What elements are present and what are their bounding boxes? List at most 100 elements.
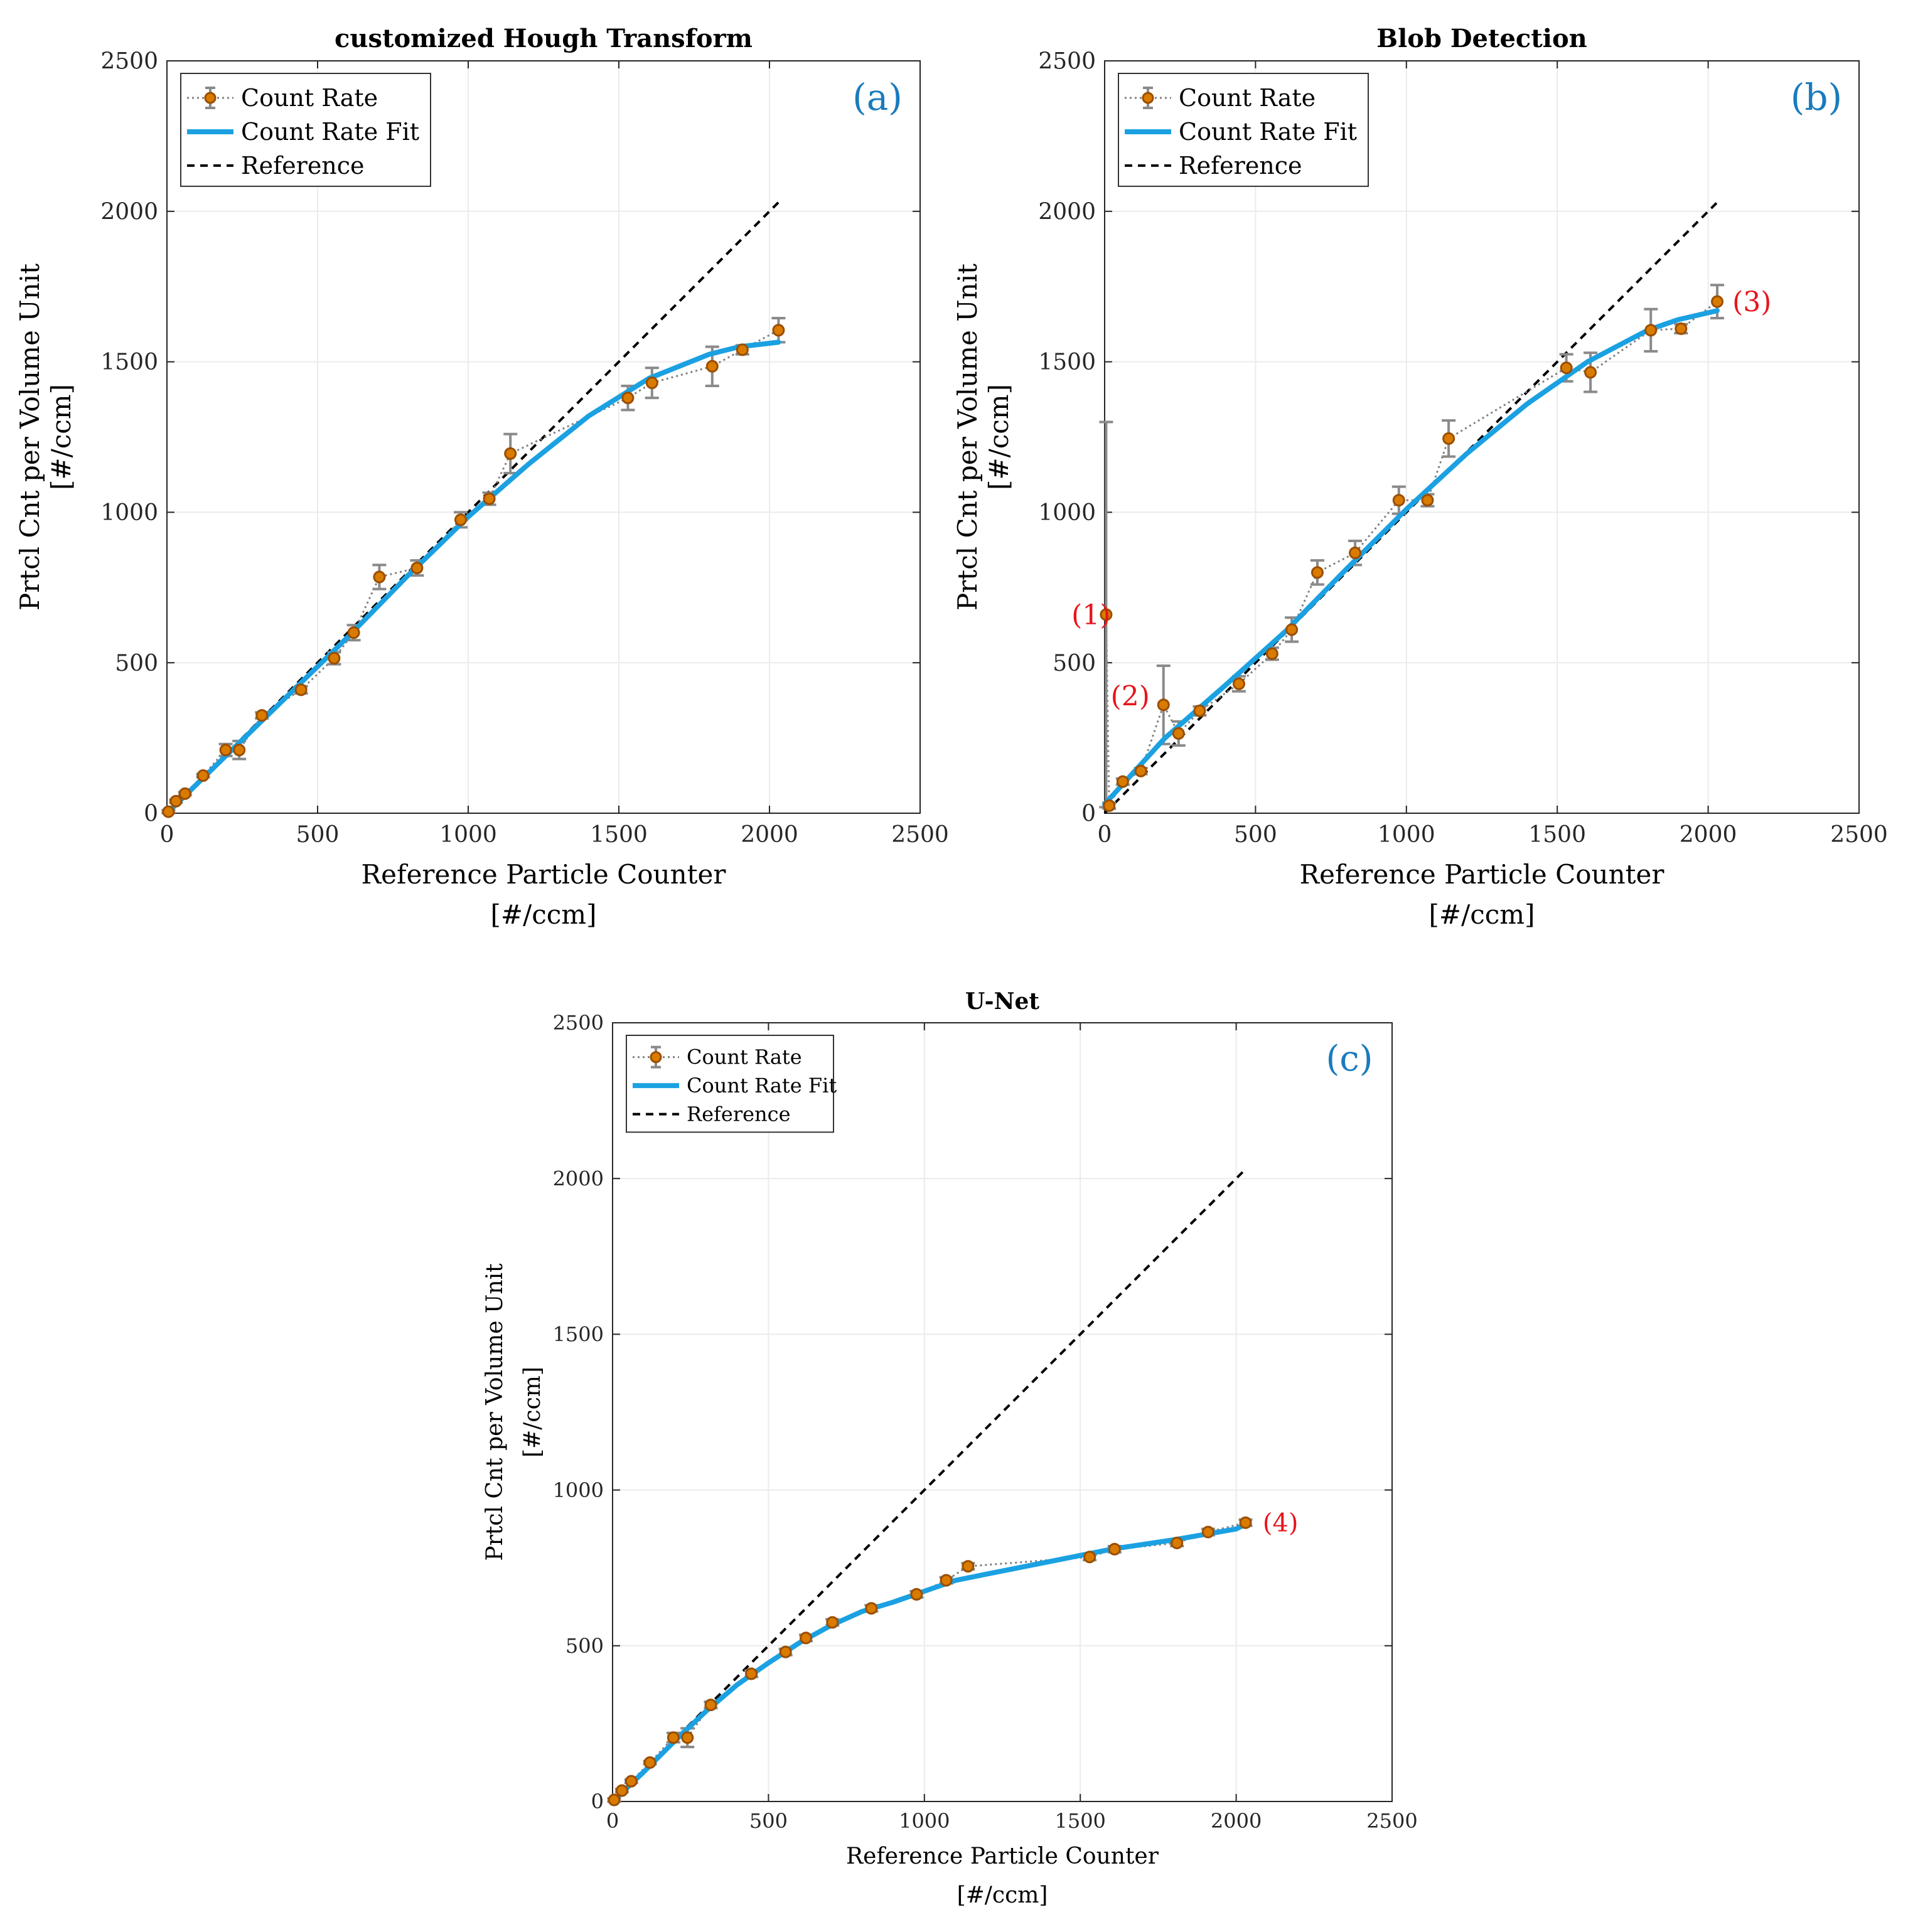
count-rate-point (1285, 623, 1299, 636)
count-rate-point (615, 1784, 628, 1797)
legend-item-count-rate-fit: Count Rate Fit (1125, 118, 1357, 146)
count-rate-point (1560, 361, 1573, 375)
legend-label: Reference (241, 152, 365, 179)
y-tick-label: 0 (591, 1790, 604, 1813)
legend-swatch-marker (204, 92, 217, 104)
legend-label: Count Rate Fit (241, 118, 419, 146)
y-tick-label: 0 (1081, 801, 1096, 827)
plot-data (1099, 201, 1725, 814)
x-tick-label: 2000 (741, 822, 798, 848)
annotation-label: (4) (1263, 1509, 1299, 1538)
legend: Count Rate Count Rate Fit Reference (626, 1035, 837, 1133)
y-tick-label: 1000 (100, 500, 158, 526)
reference-line (611, 1168, 1246, 1803)
count-rate-point (233, 744, 246, 757)
y-tick-label: 0 (144, 801, 158, 827)
count-rate-point (643, 1756, 657, 1769)
panel-label: (c) (1326, 1038, 1373, 1079)
y-axis-label: Prtcl Cnt per Volume Unit (952, 264, 983, 611)
count-rate-point (328, 652, 341, 665)
count-rate-point (1193, 704, 1206, 717)
x-tick-label: 2000 (1211, 1809, 1262, 1833)
count-rate-point (294, 683, 308, 696)
legend-label: Reference (687, 1102, 791, 1126)
count-rate-point (624, 1775, 638, 1788)
x-tick-label: 500 (296, 822, 340, 848)
y-tick-label: 2500 (1038, 49, 1096, 75)
chart-title: Blob Detection (1376, 24, 1587, 53)
y-tick-label: 1000 (1038, 500, 1096, 526)
count-rate-point (219, 744, 232, 757)
count-rate-point (1157, 698, 1170, 712)
count-rate-point (608, 1793, 621, 1807)
count-rate-point (410, 562, 424, 575)
count-rate-point (910, 1588, 923, 1601)
y-axis-unit: [#/ccm] (520, 1367, 545, 1458)
y-axis-label: Prtcl Cnt per Volume Unit (14, 264, 45, 611)
count-rate-point (1392, 494, 1405, 507)
y-tick-label: 2500 (100, 49, 158, 75)
legend-item-reference: Reference (187, 152, 365, 179)
legend-item-count-rate: Count Rate (1125, 84, 1316, 112)
y-tick-label: 2000 (553, 1166, 604, 1190)
count-rate-point (1134, 764, 1147, 777)
x-tick-label: 2500 (1366, 1809, 1417, 1833)
count-rate-point (745, 1667, 758, 1680)
count-rate-point (621, 392, 635, 405)
count-rate-point (1584, 366, 1597, 379)
y-tick-label: 1500 (100, 350, 158, 375)
count-rate-point (1232, 677, 1245, 690)
plot-area (613, 1023, 1392, 1801)
count-rate-point (1421, 494, 1434, 507)
count-rate-point (483, 492, 496, 505)
x-tick-label: 1500 (590, 822, 648, 848)
legend-label: Count Rate Fit (1179, 118, 1357, 146)
count-rate-point (1116, 775, 1129, 788)
x-tick-label: 1000 (899, 1809, 950, 1833)
y-tick-label: 1000 (553, 1478, 604, 1502)
legend-swatch-marker (650, 1051, 662, 1064)
count-rate-point (1172, 727, 1185, 740)
count-rate-point (1675, 322, 1688, 335)
count-rate-point (779, 1645, 792, 1658)
x-axis-unit: [#/ccm] (491, 899, 597, 930)
x-axis-label: Reference Particle Counter (1300, 859, 1665, 890)
panel-label: (a) (852, 76, 903, 119)
x-tick-label: 2500 (891, 822, 949, 848)
count-rate-point (826, 1616, 839, 1629)
count-rate-point (705, 360, 719, 373)
chart-title: U-Net (965, 988, 1040, 1015)
legend-item-count-rate-fit: Count Rate Fit (633, 1074, 837, 1097)
count-rate-point (800, 1631, 813, 1645)
chart-title: customized Hough Transform (335, 24, 753, 53)
count-rate-point (255, 709, 269, 722)
count-rate-point (1265, 647, 1278, 660)
x-tick-label: 0 (160, 822, 174, 848)
y-axis-unit: [#/ccm] (46, 384, 77, 490)
legend-label: Count Rate (241, 84, 378, 112)
count-rate-point (681, 1731, 694, 1744)
legend-item-count-rate: Count Rate (187, 84, 378, 112)
count-rate-point (454, 513, 467, 526)
x-tick-label: 1500 (1528, 822, 1586, 848)
x-tick-label: 0 (1098, 822, 1112, 848)
y-tick-label: 500 (1053, 651, 1096, 676)
x-tick-label: 500 (749, 1809, 788, 1833)
x-tick-label: 2000 (1680, 822, 1737, 848)
legend: Count Rate Count Rate Fit Reference (180, 73, 431, 187)
y-axis-unit: [#/ccm] (983, 384, 1014, 490)
count-rate-point (645, 376, 658, 390)
legend-item-reference: Reference (633, 1102, 791, 1126)
count-rate-point (1171, 1536, 1184, 1549)
x-axis-label: Reference Particle Counter (846, 1844, 1159, 1869)
axes-box (612, 1022, 1393, 1802)
count-rate-point (1711, 295, 1724, 308)
chart-panel-a: 0 500 1000 1500 2000 2500 0 500 1000 1500 2000 2500… (14, 24, 949, 930)
legend-label: Count Rate (1179, 84, 1316, 112)
x-tick-label: 1000 (439, 822, 497, 848)
count-rate-point (196, 769, 210, 782)
legend-label: Count Rate Fit (687, 1074, 837, 1097)
count-rate-point (772, 324, 785, 337)
y-tick-label: 2000 (100, 199, 158, 225)
